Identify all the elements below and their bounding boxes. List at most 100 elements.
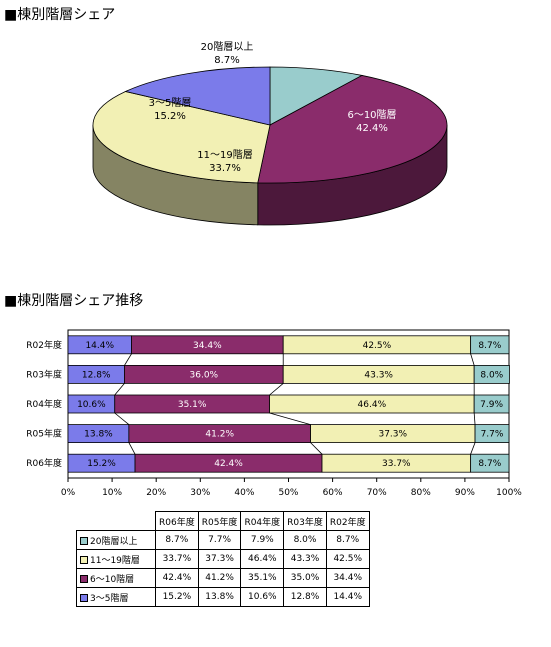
table-header-cell: R06年度: [155, 511, 199, 531]
legend-swatch-610: [80, 575, 88, 583]
table-cell: 13.8%: [197, 587, 242, 607]
row-label-text: 6～10階層: [90, 574, 135, 585]
series-connector-line: [124, 353, 132, 366]
pie-label-name: 20階層以上: [201, 41, 254, 53]
bar-data-label: 8.7%: [478, 341, 501, 351]
series-connector-line: [269, 412, 311, 425]
table-cell: 8.7%: [325, 530, 370, 550]
pie-label-value: 33.7%: [209, 163, 241, 174]
pie-label-value: 8.7%: [214, 55, 239, 66]
bar-data-label: 8.0%: [480, 370, 503, 380]
x-tick-label: 100%: [496, 488, 522, 498]
series-connector-line: [269, 383, 284, 396]
pie-slice: [92, 91, 271, 184]
bar-data-label: 15.2%: [87, 459, 116, 469]
series-connector-line: [114, 383, 125, 396]
bar-segment: [474, 424, 510, 443]
bar-segment: [473, 365, 510, 384]
series-connector-line: [470, 442, 476, 455]
row-label-text: 11～19階層: [90, 555, 140, 566]
bar-data-label: 7.7%: [481, 430, 504, 440]
bar-data-label: 36.0%: [190, 370, 219, 380]
table-cell: 35.0%: [283, 568, 327, 588]
bar-data-label: 14.4%: [85, 341, 114, 351]
table-row-label: 11～19階層: [76, 549, 156, 569]
x-tick-label: 0%: [61, 488, 76, 498]
table-row: 11～19階層 33.7% 37.3% 46.4% 43.3% 42.5%: [76, 549, 370, 569]
table-row: 6～10階層 42.4% 41.2% 35.1% 35.0% 34.4%: [76, 568, 370, 588]
bar-data-label: 34.4%: [193, 341, 222, 351]
bar-data-label: 8.7%: [478, 459, 501, 469]
series-connector-line: [310, 442, 323, 455]
table-header-cell: R03年度: [283, 511, 327, 531]
bar-data-label: 41.2%: [205, 430, 234, 440]
x-tick-label: 50%: [278, 488, 298, 498]
series-connector-line: [128, 442, 136, 455]
table-row-label: 20階層以上: [76, 530, 156, 550]
table-cell: 35.1%: [240, 568, 285, 588]
bar-data-label: 7.9%: [480, 400, 503, 410]
bar-segment: [470, 453, 510, 473]
bar-data-label: 13.8%: [84, 430, 113, 440]
table-row: 20階層以上 8.7% 7.7% 7.9% 8.0% 8.7%: [76, 530, 370, 550]
pie-slice: [124, 66, 271, 126]
table-cell: 43.3%: [283, 549, 327, 569]
legend-swatch-20: [80, 537, 88, 545]
pie-slice: [269, 66, 364, 126]
bar-segment: [470, 335, 510, 355]
legend-swatch-35: [80, 594, 88, 602]
series-connector-line: [470, 353, 475, 366]
pie-label-value: 42.4%: [356, 123, 388, 134]
category-label: R03年度: [26, 368, 62, 380]
table-cell: 14.4%: [325, 587, 370, 607]
x-tick-label: 90%: [455, 488, 475, 498]
bar-data-label: 35.1%: [178, 400, 207, 410]
table-cell: 15.2%: [155, 587, 199, 607]
bar-data-label: 37.3%: [378, 430, 407, 440]
pie-label-value: 15.2%: [154, 111, 186, 122]
pie-chart: 20階層以上 8.7% 6～10階層 42.4% 11～19階層 33.7% 3～5階層 15…: [92, 41, 448, 226]
table-cell: 8.7%: [155, 530, 199, 550]
x-tick-label: 40%: [234, 488, 254, 498]
bar-data-label: 43.3%: [364, 370, 393, 380]
table-cell: 46.4%: [240, 549, 285, 569]
table-cell: 37.3%: [197, 549, 242, 569]
table-cell: 34.4%: [325, 568, 370, 588]
table-cell: 7.7%: [197, 530, 242, 550]
series-connector-line: [114, 412, 130, 425]
row-label-text: 3～5階層: [90, 593, 129, 604]
table-header-cell: R02年度: [325, 511, 370, 531]
table-cell: 7.9%: [240, 530, 285, 550]
stacked-bar-chart: 14.4% 34.4% 42.5% 8.7% R02年度 12.8% 36.0% 43.3% 8…: [26, 329, 522, 498]
table-header-row: R06年度 R05年度 R04年度 R03年度 R02年度: [77, 511, 370, 531]
pie-label-name: 6～10階層: [347, 109, 396, 121]
table-row-label: 6～10階層: [76, 568, 156, 588]
table-cell: 42.5%: [325, 549, 370, 569]
table-row-label: 3～5階層: [76, 587, 156, 607]
table-cell: 12.8%: [283, 587, 327, 607]
table-row: 3～5階層 15.2% 13.8% 10.6% 12.8% 14.4%: [76, 587, 370, 607]
x-tick-label: 20%: [146, 488, 166, 498]
bar-section-title: ■棟別階層シェア推移: [4, 293, 144, 309]
bar-data-label: 46.4%: [358, 400, 387, 410]
table-corner: [77, 512, 156, 531]
pie-slice: [257, 75, 448, 184]
bar-data-label: 10.6%: [77, 400, 106, 410]
x-tick-label: 30%: [190, 488, 210, 498]
category-label: R02年度: [26, 339, 62, 351]
table-cell: 10.6%: [240, 587, 285, 607]
x-tick-label: 80%: [411, 488, 431, 498]
pie-label-name: 11～19階層: [197, 149, 252, 161]
bar-data-label: 33.7%: [382, 459, 411, 469]
table-header-cell: R04年度: [240, 511, 285, 531]
category-label: R06年度: [26, 457, 62, 469]
bar-segment: [473, 394, 510, 414]
bar-data-label: 42.5%: [363, 341, 392, 351]
table-cell: 41.2%: [197, 568, 242, 588]
bar-data-label: 42.4%: [214, 459, 243, 469]
data-table: R06年度 R05年度 R04年度 R03年度 R02年度 20階層以上 8.7…: [76, 511, 370, 607]
table-header-cell: R05年度: [197, 511, 242, 531]
series-connector-line: [473, 412, 476, 425]
bar-data-label: 12.8%: [82, 370, 111, 380]
category-label: R05年度: [26, 428, 62, 440]
